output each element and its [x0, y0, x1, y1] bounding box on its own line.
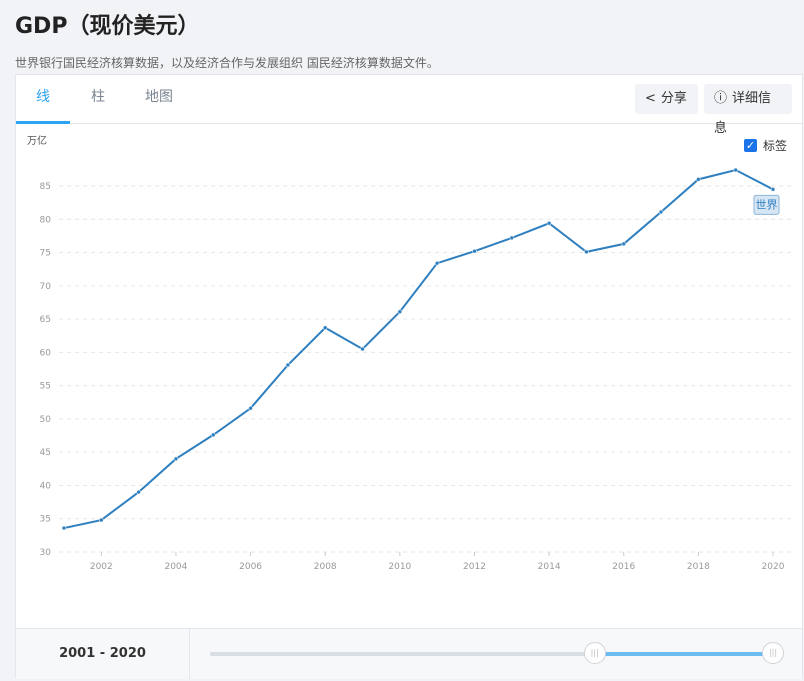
x-tick-label: 2012: [463, 562, 486, 572]
x-tick-label: 2002: [90, 562, 113, 572]
data-point: [770, 187, 776, 192]
y-tick-label: 50: [40, 415, 52, 425]
details-button[interactable]: ⓘ 详细信息: [704, 84, 792, 136]
line-chart: 30 35 40 45 50 55 60 65 70 75 80 85 2002 2004 2006 2008…: [40, 167, 793, 572]
data-point: [546, 221, 552, 226]
data-point: [472, 248, 477, 254]
x-tick-label: 2010: [388, 562, 411, 572]
x-tick-label: 2018: [687, 562, 710, 572]
data-point: [211, 432, 216, 438]
page-title: GDP（现价美元）: [15, 14, 200, 39]
source-note: 世界银行国民经济核算数据，以及经济合作与发展组织 国民经济核算数据文件。: [15, 56, 439, 70]
data-point: [584, 249, 589, 255]
label-toggle[interactable]: ✓ 标签: [743, 137, 787, 154]
x-tick-label: 2008: [314, 562, 337, 572]
y-tick-label: 35: [40, 515, 51, 525]
y-tick-label: 60: [40, 348, 52, 358]
data-point: [509, 235, 515, 241]
chart-tabs: 线 柱 地图 < 分享 ⓘ 详细信息: [16, 75, 802, 136]
data-point: [360, 346, 365, 352]
time-range-footer: 2001 - 2020 ||| |||: [16, 628, 802, 679]
y-tick-label: 65: [40, 315, 51, 325]
data-point: [696, 177, 701, 182]
data-point: [248, 406, 253, 411]
data-point: [397, 309, 403, 315]
y-tick-label: 40: [40, 481, 52, 491]
share-button[interactable]: < 分享: [635, 84, 698, 114]
tab-bar[interactable]: 柱: [91, 89, 105, 105]
chart-card: 线 柱 地图 < 分享 ⓘ 详细信息 万亿 ✓ 标签 30 35 40 45 50 55 60 65…: [15, 74, 803, 679]
x-tick-label: 2004: [164, 562, 187, 572]
y-tick-label: 45: [40, 448, 51, 458]
y-tick-label: 85: [40, 182, 51, 192]
series-label-box: [753, 194, 780, 215]
range-label: 2001 - 2020: [16, 629, 190, 679]
data-point: [99, 517, 104, 523]
share-icon: <: [645, 91, 656, 106]
checkbox-checked-icon[interactable]: ✓: [743, 139, 757, 152]
x-tick-label: 2006: [239, 562, 262, 572]
y-tick-label: 30: [40, 548, 52, 558]
range-slider[interactable]: ||| |||: [210, 642, 784, 664]
label-toggle-text: 标签: [762, 139, 787, 153]
data-point: [658, 209, 664, 215]
data-point: [173, 456, 179, 462]
tab-map[interactable]: 地图: [145, 89, 173, 105]
y-axis-unit: 万亿: [27, 136, 47, 147]
series-label: 世界: [756, 198, 778, 211]
share-label: 分享: [660, 91, 687, 106]
data-point: [733, 167, 738, 173]
y-tick-label: 75: [40, 249, 51, 259]
series-line: [63, 168, 774, 530]
x-tick-label: 2020: [762, 562, 785, 572]
y-tick-label: 80: [40, 215, 52, 225]
data-point: [61, 525, 67, 531]
x-tick-label: 2014: [538, 562, 561, 572]
slider-start-handle[interactable]: |||: [583, 642, 606, 664]
slider-selected-range: [594, 652, 773, 656]
data-point: [322, 325, 328, 330]
data-point: [621, 241, 626, 247]
data-point: [136, 489, 141, 495]
data-point: [434, 260, 440, 266]
info-icon: ⓘ: [714, 91, 728, 106]
x-tick-label: 2016: [612, 562, 635, 572]
tab-line[interactable]: 线: [16, 75, 70, 124]
details-label: 详细信息: [714, 91, 772, 136]
slider-end-handle[interactable]: |||: [762, 642, 784, 664]
data-point: [285, 362, 291, 368]
y-tick-label: 55: [40, 382, 51, 392]
y-tick-label: 70: [40, 282, 52, 292]
